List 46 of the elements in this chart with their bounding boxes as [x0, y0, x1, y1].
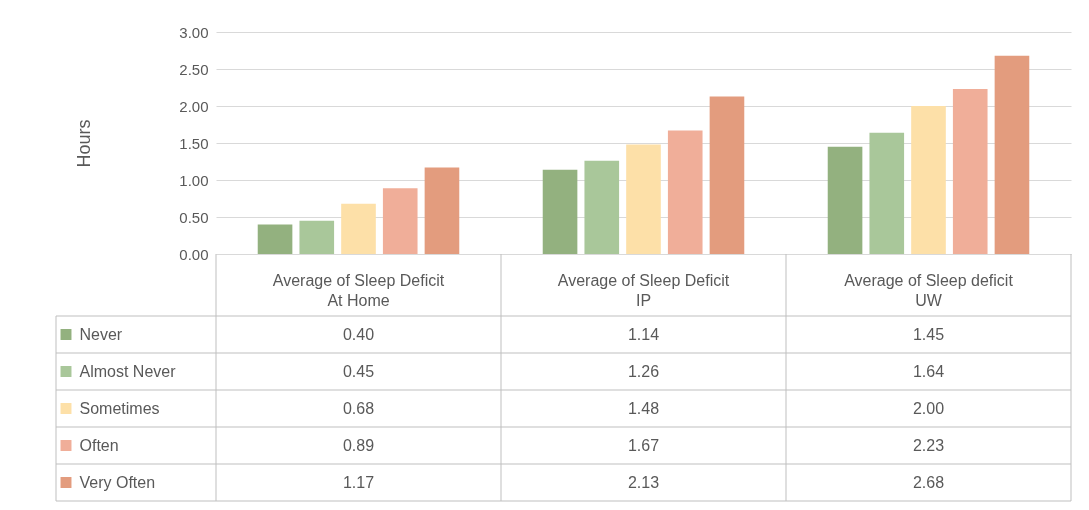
data-label: 1.26 [627, 362, 660, 380]
legend-label: Often [79, 436, 119, 454]
bar [382, 188, 418, 254]
bar [709, 96, 745, 254]
y-tick-label: 2.00 [179, 97, 209, 115]
data-label: 1.64 [912, 362, 945, 380]
data-label: 1.67 [627, 436, 660, 454]
y-tick-label: 1.00 [179, 171, 209, 189]
bar [911, 106, 946, 254]
bar [424, 167, 460, 254]
legend-label: Sometimes [79, 399, 160, 417]
bar [341, 203, 376, 254]
y-axis-title: Hours [74, 119, 95, 168]
data-label: 0.45 [342, 362, 375, 380]
data-label: 1.48 [627, 399, 660, 417]
y-tick-label: 3.00 [179, 23, 209, 41]
legend-label: Almost Never [79, 362, 177, 380]
legend-label: Very Often [79, 473, 156, 491]
bar [667, 130, 703, 254]
bar [584, 160, 620, 254]
data-label: 0.40 [342, 325, 375, 343]
x-tick-label: Average of Sleep Deficit At Home [272, 271, 445, 309]
bar [952, 88, 988, 254]
data-label: 1.17 [342, 473, 375, 491]
bar [257, 224, 293, 254]
data-label: 2.00 [912, 399, 945, 417]
data-label: 0.68 [342, 399, 375, 417]
y-tick-label: 1.50 [179, 134, 209, 152]
y-tick-label: 2.50 [179, 60, 209, 78]
data-label: 2.23 [912, 436, 945, 454]
y-tick-label: 0.00 [179, 245, 209, 263]
legend-label: Never [79, 325, 123, 343]
x-tick-label: Average of Sleep Deficit IP [557, 271, 730, 309]
data-label: 1.45 [912, 325, 945, 343]
data-label: 0.89 [342, 436, 375, 454]
bar [869, 132, 905, 254]
y-tick-label: 0.50 [179, 208, 209, 226]
x-tick-label: Average of Sleep deficit UW [844, 271, 1014, 309]
data-label: 2.68 [912, 473, 945, 491]
bar [626, 144, 661, 254]
bar [994, 55, 1030, 254]
bar [542, 169, 578, 254]
data-label: 2.13 [627, 473, 660, 491]
bar [299, 220, 335, 254]
data-label: 1.14 [627, 325, 660, 343]
bar [827, 146, 863, 254]
